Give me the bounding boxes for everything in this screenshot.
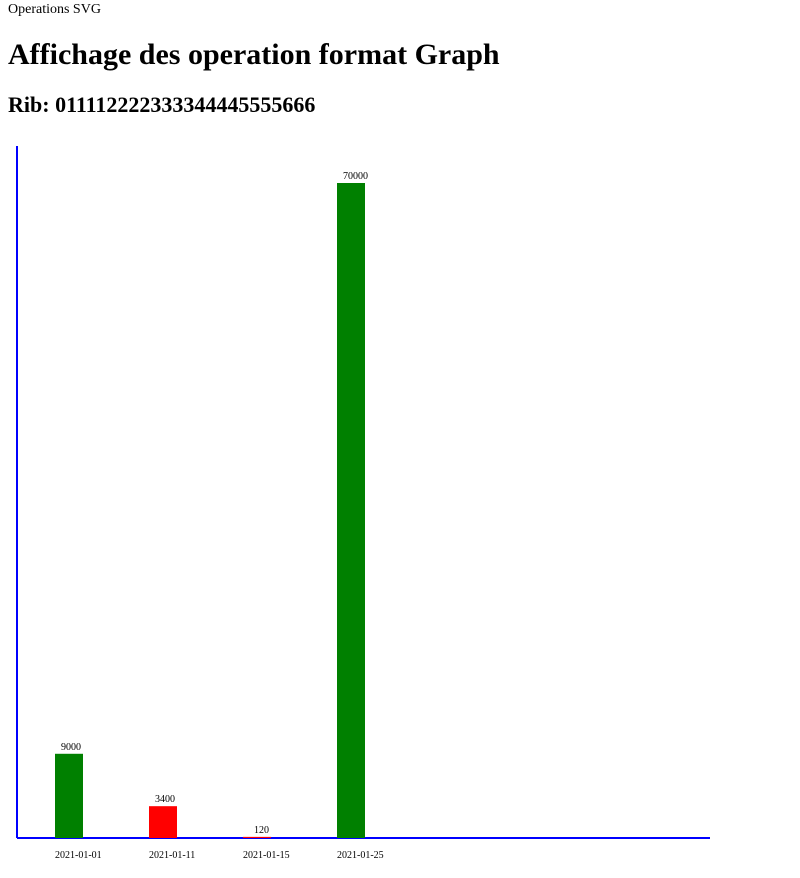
page-title: Affichage des operation format Graph — [8, 38, 500, 71]
data-label-2021-01-25: 70000 — [343, 171, 368, 182]
rib-heading: Rib: 011112222333344445555666 — [8, 92, 315, 118]
bar-2021-01-11 — [149, 806, 177, 838]
x-tick-label-2021-01-15: 2021-01-15 — [243, 850, 290, 861]
data-label-2021-01-11: 3400 — [155, 794, 175, 805]
x-tick-label-2021-01-25: 2021-01-25 — [337, 850, 384, 861]
bar-2021-01-01 — [55, 753, 83, 838]
data-label-2021-01-15: 120 — [254, 825, 269, 836]
data-label-2021-01-01: 9000 — [61, 742, 81, 753]
bar-2021-01-15 — [243, 836, 271, 838]
rib-prefix: Rib: — [8, 92, 50, 117]
bars-group: 9000 2021-01-01 3400 2021-01-11 120 2021-01-1… — [55, 171, 384, 861]
rib-value: 011112222333344445555666 — [55, 92, 316, 117]
bar-2021-01-25 — [337, 183, 365, 838]
page-label: Operations SVG — [8, 2, 101, 17]
x-tick-label-2021-01-01: 2021-01-01 — [55, 850, 102, 861]
x-tick-label-2021-01-11: 2021-01-11 — [149, 850, 195, 861]
